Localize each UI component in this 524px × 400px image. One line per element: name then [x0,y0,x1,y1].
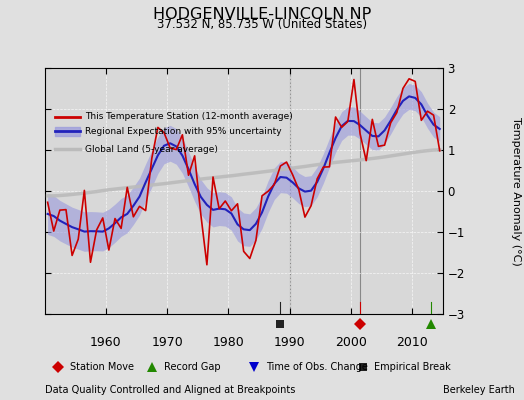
Text: 1960: 1960 [90,336,122,349]
Text: 1970: 1970 [151,336,183,349]
Text: Record Gap: Record Gap [164,362,221,372]
Text: 1990: 1990 [274,336,305,349]
Text: Berkeley Earth: Berkeley Earth [443,385,515,395]
Text: This Temperature Station (12-month average): This Temperature Station (12-month avera… [85,112,293,121]
Text: Global Land (5-year average): Global Land (5-year average) [85,145,218,154]
Text: Time of Obs. Change: Time of Obs. Change [266,362,367,372]
Text: Data Quality Controlled and Aligned at Breakpoints: Data Quality Controlled and Aligned at B… [45,385,295,395]
Text: Empirical Break: Empirical Break [374,362,451,372]
Y-axis label: Temperature Anomaly (°C): Temperature Anomaly (°C) [510,117,520,265]
Text: 37.532 N, 85.735 W (United States): 37.532 N, 85.735 W (United States) [157,18,367,31]
Text: Regional Expectation with 95% uncertainty: Regional Expectation with 95% uncertaint… [85,127,282,136]
Text: 1980: 1980 [212,336,244,349]
Text: 2000: 2000 [335,336,367,349]
Text: Station Move: Station Move [70,362,135,372]
Text: 2010: 2010 [396,336,428,349]
Text: HODGENVILLE-LINCOLN NP: HODGENVILLE-LINCOLN NP [153,7,371,22]
